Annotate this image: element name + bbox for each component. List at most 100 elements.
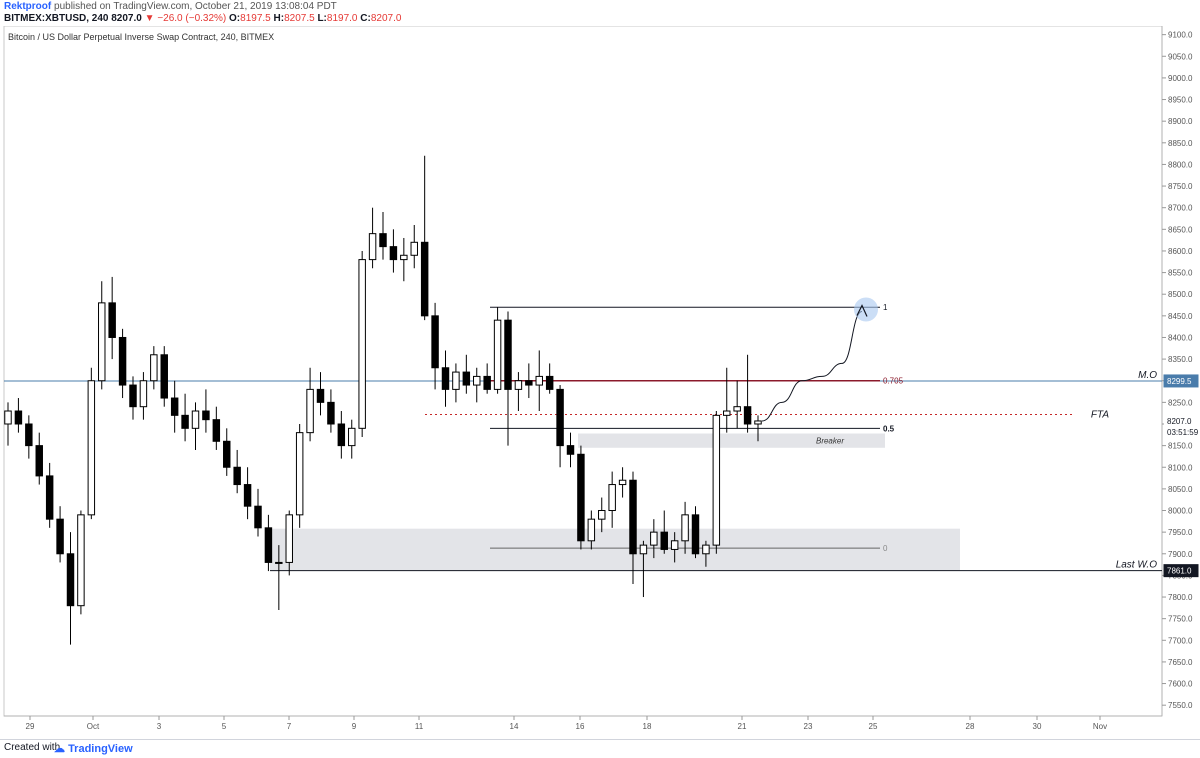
high-value: 8207.5 [284, 13, 315, 24]
forecast-path [761, 311, 863, 422]
breaker-zone [578, 433, 885, 448]
y-tick-label: 8500.0 [1168, 290, 1193, 299]
candle-body [587, 518, 596, 542]
author-link[interactable]: Rektproof [4, 1, 52, 12]
candle-body [337, 423, 346, 447]
price-change: −26.0 (−0.32%) [157, 13, 227, 24]
x-tick-label: 9 [352, 722, 357, 731]
candle-body [87, 380, 96, 516]
x-tick-label: 11 [415, 722, 424, 731]
candle-body [285, 514, 293, 563]
y-tick-label: 8750.0 [1168, 182, 1193, 191]
y-tick-label: 7700.0 [1168, 636, 1193, 645]
candle-body [139, 380, 148, 408]
chart-area[interactable]: Bitcoin / US Dollar Perpetual Inverse Sw… [0, 25, 1200, 739]
price-label-timer: 03:51:59 [1167, 428, 1199, 437]
price-label-box [1164, 414, 1198, 427]
low-value: 8197.0 [326, 13, 358, 24]
candle-body [670, 540, 679, 550]
candle-body [25, 423, 33, 447]
candle-body [556, 388, 564, 447]
candle-body [358, 259, 366, 429]
candle-body [410, 241, 418, 256]
close-label: C: [360, 13, 371, 24]
y-tick-label: 8950.0 [1168, 96, 1193, 105]
y-tick-label: 7750.0 [1168, 615, 1193, 624]
candle-body [223, 440, 231, 468]
candle-body [431, 315, 439, 369]
open-label: O: [229, 13, 241, 24]
candle-body [202, 410, 210, 421]
y-tick-label: 8550.0 [1168, 269, 1193, 278]
x-tick-label: 23 [804, 722, 813, 731]
fta-label: FTA [1091, 409, 1109, 420]
candle-body [170, 397, 179, 416]
close-value: 8207.0 [370, 13, 402, 24]
candle-body [389, 246, 398, 261]
y-tick-label: 7900.0 [1168, 550, 1193, 559]
low-label: L: [317, 13, 327, 24]
mo-label: M.O [1138, 370, 1157, 381]
candle-body [264, 527, 273, 563]
y-tick-label: 8100.0 [1168, 463, 1193, 472]
candle-body [35, 445, 43, 477]
last-wo-label: Last W.O [1116, 560, 1158, 571]
y-tick-label: 8450.0 [1168, 312, 1193, 321]
y-tick-label: 7800.0 [1168, 593, 1193, 602]
tradingview-logo[interactable]: ☁ TradingView [54, 742, 133, 755]
candle-body [660, 531, 668, 550]
target-circle [854, 297, 878, 322]
candle-body [379, 233, 387, 248]
candle-body [723, 410, 731, 416]
publish-info: published on TradingView.com, October 21… [54, 1, 337, 12]
symbol-label[interactable]: BITMEX:XBTUSD, 240 [4, 13, 109, 24]
candle-body [514, 380, 523, 390]
chart-header: Rektproof published on TradingView.com, … [0, 0, 1200, 26]
x-tick-label: 21 [738, 722, 747, 731]
symbol-line: BITMEX:XBTUSD, 240 8207.0 ▼ −26.0 (−0.32… [4, 13, 401, 24]
y-tick-label: 7950.0 [1168, 528, 1193, 537]
candle-body [129, 384, 137, 408]
candle-body [191, 410, 200, 429]
candle-body [160, 354, 168, 399]
candle-body [45, 475, 54, 520]
x-tick-label: 14 [510, 722, 519, 731]
y-tick-label: 9000.0 [1168, 74, 1193, 83]
fib-0-label: 0 [883, 544, 888, 553]
candle-body [118, 336, 127, 386]
y-tick-label: 9050.0 [1168, 52, 1193, 61]
candle-body [66, 553, 75, 607]
x-tick-label: Oct [87, 722, 100, 731]
last-price: 8207.0 [111, 13, 142, 24]
price-label-box [1163, 374, 1199, 388]
candle-body [14, 410, 23, 425]
candle-body [108, 302, 116, 338]
candle-body [608, 484, 616, 512]
y-tick-label: 8000.0 [1168, 507, 1193, 516]
fib-0705-label: 0.705 [883, 377, 904, 386]
candle-body [473, 375, 481, 386]
y-tick-label: 8700.0 [1168, 204, 1193, 213]
candle-body [420, 241, 429, 317]
candle-body [691, 514, 700, 555]
candle-body [493, 319, 502, 390]
y-tick-label: 8250.0 [1168, 398, 1193, 407]
candle-body [441, 367, 450, 390]
y-tick-label: 8850.0 [1168, 139, 1193, 148]
candle-body [400, 254, 408, 261]
candle-body [733, 406, 741, 412]
candle-body [754, 420, 762, 425]
candlestick-chart[interactable]: Bitcoin / US Dollar Perpetual Inverse Sw… [0, 25, 1200, 739]
y-tick-label: 7600.0 [1168, 680, 1193, 689]
y-tick-label: 8650.0 [1168, 225, 1193, 234]
x-tick-label: 28 [966, 722, 975, 731]
candle-body [525, 380, 533, 386]
candle-body [348, 427, 356, 447]
x-tick-label: 18 [643, 722, 652, 731]
candle-body [4, 410, 12, 425]
price-label-box [1163, 564, 1199, 578]
candle-body [275, 561, 283, 564]
candle-body [535, 375, 543, 386]
candle-body [452, 371, 460, 390]
fib-05-label: 0.5 [883, 424, 895, 433]
